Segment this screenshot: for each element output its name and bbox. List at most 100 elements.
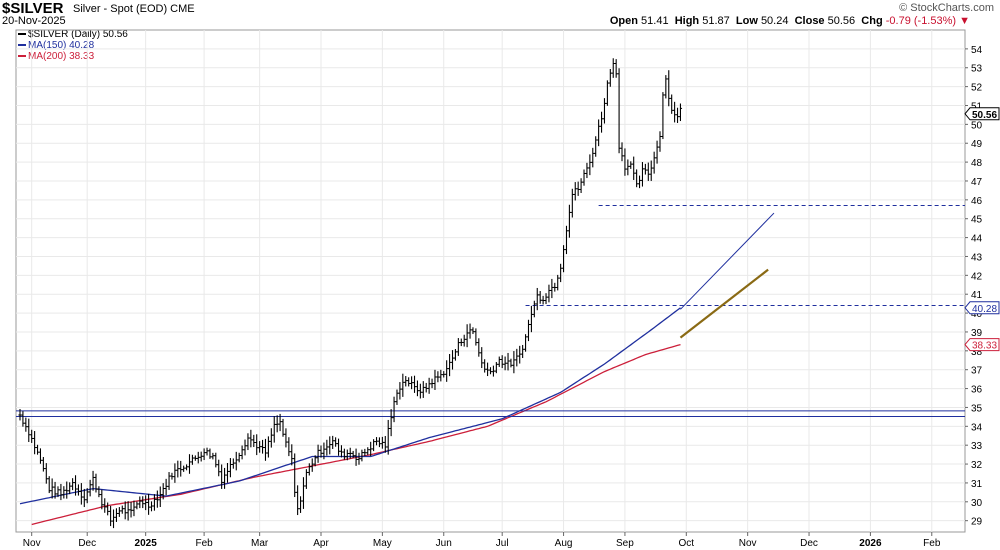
y-tick-label: 33 bbox=[971, 441, 983, 452]
price-bar bbox=[591, 147, 595, 168]
y-tick-label: 47 bbox=[971, 177, 983, 188]
price-bar bbox=[389, 409, 393, 437]
y-tick-label: 51 bbox=[971, 101, 983, 112]
y-tick-label: 43 bbox=[971, 252, 983, 263]
price-bar bbox=[608, 68, 612, 87]
price-bar bbox=[404, 376, 408, 387]
price-bar bbox=[214, 452, 218, 468]
x-tick-label: Nov bbox=[739, 538, 757, 549]
ma150-path bbox=[19, 307, 681, 505]
price-bar bbox=[398, 382, 402, 400]
price-bar bbox=[319, 445, 323, 458]
price-bar bbox=[678, 103, 683, 122]
price-bar bbox=[597, 119, 601, 147]
price-bar bbox=[488, 367, 493, 375]
price-bar bbox=[594, 136, 598, 157]
price-bar bbox=[456, 338, 460, 356]
price-bar bbox=[447, 353, 452, 377]
price-bar bbox=[383, 435, 387, 453]
high-label: High bbox=[674, 15, 700, 27]
legend-price: $SILVER (Daily) 50.56 bbox=[18, 29, 128, 40]
price-bar bbox=[152, 494, 157, 511]
price-bar bbox=[307, 463, 311, 476]
price-bar bbox=[401, 373, 405, 397]
price-bar bbox=[538, 291, 542, 304]
price-bar bbox=[395, 389, 399, 405]
chart-symbol: $SILVER bbox=[2, 0, 64, 17]
ma200-path bbox=[31, 343, 681, 526]
price-bar bbox=[529, 305, 534, 333]
price-bar bbox=[515, 348, 519, 367]
price-bar bbox=[68, 482, 72, 495]
open-label: Open bbox=[609, 15, 638, 27]
price-bar bbox=[675, 107, 680, 123]
price-bar bbox=[296, 485, 300, 516]
price-bar bbox=[106, 502, 110, 516]
price-bar bbox=[424, 382, 428, 393]
price-bar bbox=[149, 501, 154, 512]
trendline bbox=[680, 212, 775, 310]
price-bar bbox=[550, 278, 554, 299]
price-bar bbox=[497, 356, 501, 367]
price-bar bbox=[535, 287, 539, 311]
svg-text:38.33: 38.33 bbox=[972, 341, 997, 352]
price-bar bbox=[97, 486, 101, 498]
price-bar bbox=[27, 418, 31, 443]
price-bar bbox=[559, 263, 563, 283]
price-bar bbox=[386, 419, 390, 455]
price-bar bbox=[433, 369, 437, 390]
price-bar bbox=[588, 154, 592, 176]
price-bar bbox=[503, 356, 507, 371]
price-bar bbox=[24, 417, 28, 432]
price-bar bbox=[637, 175, 642, 189]
price-bar bbox=[126, 501, 130, 521]
trendlines bbox=[679, 212, 775, 339]
price-bar bbox=[468, 323, 472, 339]
price-bar bbox=[567, 204, 572, 238]
price-bar bbox=[445, 360, 449, 382]
price-bar bbox=[176, 460, 180, 478]
price-bar bbox=[117, 507, 121, 517]
price-bar bbox=[412, 375, 417, 393]
price-bar bbox=[459, 338, 463, 347]
price-bar bbox=[673, 101, 677, 123]
chart-date: 20-Nov-2025 bbox=[2, 15, 66, 27]
price-bar bbox=[120, 505, 124, 514]
low-value: 50.24 bbox=[760, 15, 789, 27]
price-bar bbox=[234, 451, 238, 471]
y-tick-label: 50 bbox=[971, 120, 983, 131]
price-bar bbox=[553, 282, 557, 292]
y-tick-label: 44 bbox=[971, 234, 983, 245]
price-bar bbox=[237, 452, 241, 463]
price-bar bbox=[167, 472, 171, 490]
y-tick-label: 29 bbox=[971, 517, 983, 528]
y-tick-label: 41 bbox=[971, 290, 983, 301]
price-bar bbox=[71, 478, 75, 491]
y-tick-label: 37 bbox=[971, 366, 983, 377]
grid bbox=[15, 29, 966, 533]
price-bar bbox=[526, 319, 531, 342]
price-bar bbox=[430, 378, 434, 389]
price-bar bbox=[450, 350, 455, 370]
price-bar bbox=[144, 495, 148, 511]
price-bar bbox=[108, 505, 113, 527]
price-bar bbox=[509, 358, 513, 368]
price-bar bbox=[193, 455, 197, 461]
price-bar bbox=[442, 371, 446, 378]
x-tick-label: Aug bbox=[555, 538, 573, 549]
last-value-label: 40.28 bbox=[964, 301, 1000, 315]
y-tick-label: 30 bbox=[971, 498, 983, 509]
x-tick-label: Mar bbox=[251, 538, 269, 549]
y-tick-label: 39 bbox=[971, 328, 983, 339]
price-bar bbox=[38, 448, 43, 464]
chg-label: Chg bbox=[861, 15, 883, 27]
price-bar bbox=[217, 459, 221, 477]
price-bar bbox=[304, 469, 308, 489]
price-bar bbox=[50, 478, 54, 499]
price-bar bbox=[427, 377, 431, 394]
price-bar bbox=[76, 484, 81, 496]
price-bar bbox=[561, 245, 566, 273]
price-bar bbox=[658, 131, 662, 152]
last-value-label: 38.33 bbox=[964, 338, 1000, 352]
